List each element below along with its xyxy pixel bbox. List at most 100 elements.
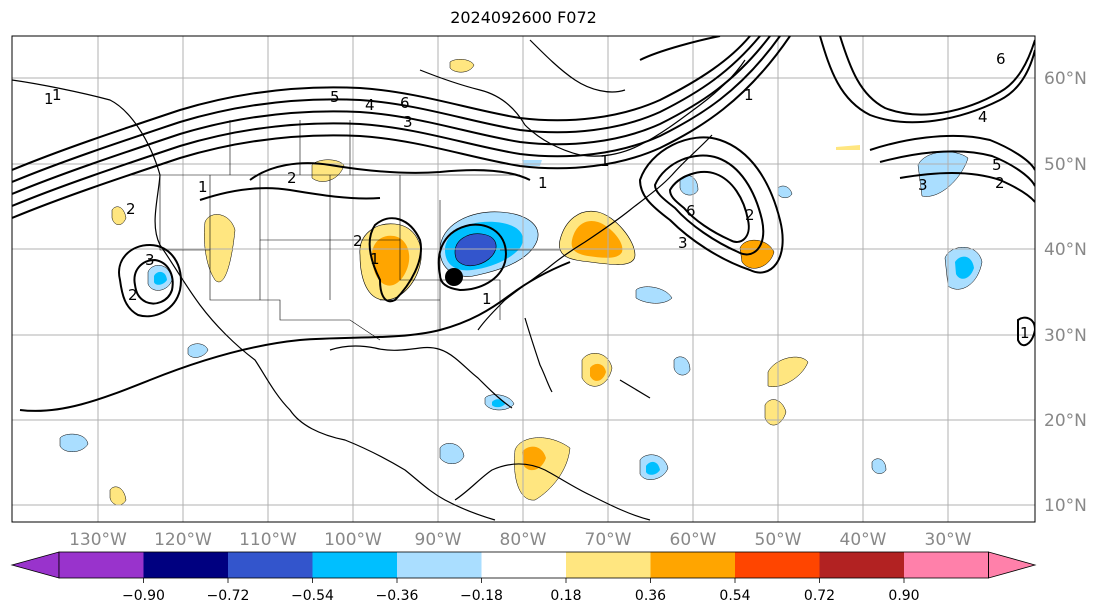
positive-anomaly-small-1 xyxy=(449,59,475,73)
contour-label: 2 xyxy=(995,174,1005,192)
longitude-label: 90°W xyxy=(415,530,462,550)
contour-label: 6 xyxy=(686,202,696,220)
shaded-anomalies xyxy=(59,59,983,506)
contour-labels: 1 2 3 4 5 6 1 2 3 4 5 6 1 2 3 1 2 1 2 3 … xyxy=(44,50,1030,342)
colorbar-segment xyxy=(819,552,904,578)
colorbar-tick-label: −0.36 xyxy=(376,588,419,604)
contour-label: 2 xyxy=(287,169,297,187)
negative-anomaly-small-16 xyxy=(777,185,793,198)
negative-anomaly-small-13 xyxy=(673,356,691,376)
positive-anomaly-small-6 xyxy=(590,363,606,381)
positive-anomaly-small-8 xyxy=(764,399,787,426)
contour-label: 1 xyxy=(600,152,610,170)
colorbar-outline xyxy=(58,551,989,579)
contour-label: 2 xyxy=(128,286,138,304)
colorbar-segment xyxy=(650,552,735,578)
colorbar-tick-label: −0.54 xyxy=(291,588,334,604)
longitude-label: 80°W xyxy=(500,530,547,550)
colorbar-tick-label: 0.54 xyxy=(719,588,750,604)
positive-anomaly-small-13 xyxy=(836,145,860,150)
latitude-label: 50°N xyxy=(1044,155,1087,175)
map-title: 2024092600 F072 xyxy=(450,8,597,27)
latitude-label: 20°N xyxy=(1044,411,1087,431)
longitude-label: 30°W xyxy=(925,530,972,550)
longitude-label: 130°W xyxy=(69,530,127,550)
longitude-label: 110°W xyxy=(239,530,297,550)
contour-label: 1 xyxy=(482,290,492,308)
negative-anomaly-small-6 xyxy=(646,461,660,475)
contour-label: 2 xyxy=(745,206,755,224)
longitude-label: 50°W xyxy=(755,530,802,550)
colorbar-over-arrow xyxy=(988,551,1037,579)
contour-label: 3 xyxy=(678,234,688,252)
colorbar-segment xyxy=(143,552,228,578)
colorbar-tick-label: −0.90 xyxy=(122,588,165,604)
contour-label: 6 xyxy=(996,50,1006,68)
longitude-label: 60°W xyxy=(670,530,717,550)
longitude-axis: 130°W 120°W 110°W 100°W 90°W 80°W 70°W 6… xyxy=(69,530,972,550)
contour-label: 3 xyxy=(403,113,413,131)
contour-label: 4 xyxy=(978,108,988,126)
contour-label: 3 xyxy=(145,251,155,269)
colorbar-ticks xyxy=(143,578,905,583)
contour-label: 1 xyxy=(744,86,754,104)
negative-anomaly-small-14 xyxy=(871,458,887,474)
gridlines xyxy=(12,36,1035,522)
colorbar-tick-label: 0.72 xyxy=(804,588,835,604)
colorbar-tick-label: 0.18 xyxy=(550,588,581,604)
negative-anomaly-small-17 xyxy=(522,160,542,166)
colorbar-under-arrow xyxy=(10,551,60,579)
location-marker xyxy=(445,268,463,286)
contour-label: 6 xyxy=(400,94,410,112)
colorbar-segment xyxy=(566,552,651,578)
contour-label: 1 xyxy=(44,90,54,108)
negative-anomaly-small-18 xyxy=(187,343,209,358)
colorbar-tick-label: 0.36 xyxy=(635,588,666,604)
colorbar-tick-label: −0.18 xyxy=(460,588,503,604)
negative-anomaly-small-4 xyxy=(635,286,673,304)
contour-label: 1 xyxy=(52,86,62,104)
longitude-label: 120°W xyxy=(154,530,212,550)
positive-anomaly-small-11 xyxy=(109,486,127,506)
latitude-label: 10°N xyxy=(1044,496,1087,516)
negative-anomaly-small-12 xyxy=(439,443,465,464)
map-frame xyxy=(11,35,1036,523)
contour-label: 1 xyxy=(370,250,380,268)
longitude-label: 100°W xyxy=(324,530,382,550)
positive-anomaly-small-12 xyxy=(111,206,127,225)
positive-anomaly-small-3 xyxy=(204,214,236,283)
colorbar-segment xyxy=(481,552,566,578)
colorbar-segment xyxy=(228,552,313,578)
colorbar: −0.90 −0.72 −0.54 −0.36 −0.18 0.18 0.36 … xyxy=(10,551,1037,604)
contour-label: 5 xyxy=(992,156,1002,174)
contour-lines xyxy=(12,36,1035,412)
positive-anomaly-small-4 xyxy=(739,240,775,269)
latitude-label: 40°N xyxy=(1044,240,1087,260)
colorbar-tick-label: −0.72 xyxy=(207,588,250,604)
contour-label: 3 xyxy=(918,176,928,194)
longitude-label: 40°W xyxy=(840,530,887,550)
colorbar-segment xyxy=(904,552,989,578)
longitude-label: 70°W xyxy=(585,530,632,550)
colorbar-segment xyxy=(735,552,820,578)
contour-label: 2 xyxy=(126,200,136,218)
contour-label: 1 xyxy=(538,174,548,192)
negative-anomaly-small-11 xyxy=(59,433,89,452)
colorbar-tick-label: 0.90 xyxy=(888,588,919,604)
negative-anomaly-small-3 xyxy=(955,256,974,279)
contour-label: 5 xyxy=(330,88,340,106)
contour-label: 2 xyxy=(353,232,363,250)
negative-anomaly-small-8 xyxy=(154,271,167,285)
contour-label: 1 xyxy=(198,178,208,196)
colorbar-segment xyxy=(59,552,144,578)
latitude-axis: 60°N 50°N 40°N 30°N 20°N 10°N xyxy=(1044,69,1087,516)
political-borders xyxy=(130,120,560,341)
contour-label: 1 xyxy=(1020,324,1030,342)
negative-anomaly-greatlakes-core xyxy=(454,233,497,267)
contour-label: 4 xyxy=(365,96,375,114)
colorbar-segment xyxy=(312,552,397,578)
colorbar-segment xyxy=(397,552,482,578)
latitude-label: 30°N xyxy=(1044,326,1087,346)
negative-anomaly-small-10 xyxy=(492,399,505,408)
